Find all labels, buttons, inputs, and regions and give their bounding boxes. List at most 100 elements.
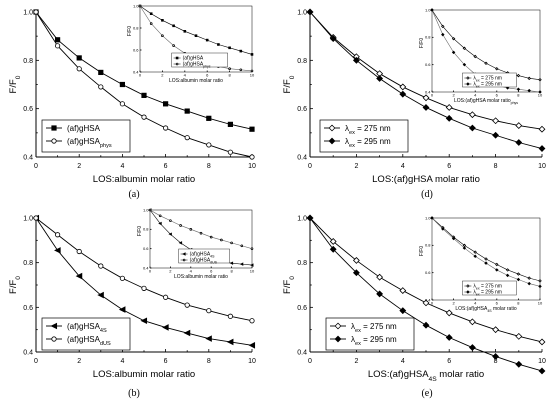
inset-legend-marker <box>466 284 470 288</box>
series-0-point <box>75 272 83 280</box>
series-1-point <box>376 290 384 298</box>
series-1-point <box>76 66 82 72</box>
inset-series-0-point <box>538 77 542 82</box>
inset-x-tick-label: 8 <box>517 301 520 306</box>
legend-swatch-marker <box>328 124 336 132</box>
series-0-point <box>183 329 191 337</box>
inset-series-0-point <box>495 262 499 267</box>
inset-series-0-point <box>538 279 542 283</box>
inset-series-0-point <box>250 263 254 267</box>
inset-series-0-point <box>205 38 209 42</box>
inset-series-0-point <box>172 24 175 28</box>
series-1-point <box>206 308 212 314</box>
inset-y-tick-label: 0.6 <box>425 270 431 275</box>
series-0-point <box>399 83 407 91</box>
inset-x-tick-label: 2 <box>452 93 455 98</box>
legend-entry: λex = 295 nm <box>351 335 397 347</box>
x-tick-label: 2 <box>77 163 81 170</box>
inset-x-tick-label: 4 <box>190 269 193 274</box>
x-tick-label: 10 <box>248 163 256 170</box>
x-axis-title: LOS:albumin molar ratio <box>93 369 195 380</box>
inset-y-tick-label: 0.4 <box>425 89 431 94</box>
legend-entry: (af)gHSAdUS <box>67 335 111 347</box>
inset-y-tick-label: 0.6 <box>143 246 149 251</box>
inset-x-tick-label: 4 <box>184 73 187 78</box>
inset-y-tick-label: 1.0 <box>425 215 431 220</box>
inset-series-1-point <box>473 254 477 259</box>
x-tick-label: 10 <box>538 163 546 170</box>
inset-y-tick-label: 0.8 <box>133 25 139 30</box>
series-1-point <box>399 90 407 98</box>
inset-series-1-point <box>230 241 233 245</box>
series-1-point <box>445 334 453 341</box>
inset-series-0-point <box>239 262 244 266</box>
inset-legend-box <box>462 280 517 296</box>
series-0-point <box>515 332 523 340</box>
panel-label: (a) <box>128 189 139 200</box>
series-1-point <box>445 114 453 122</box>
series-1-point <box>492 131 500 139</box>
series-0-point <box>206 115 212 121</box>
inset-series-0-point <box>484 61 488 66</box>
inset-legend-marker <box>466 76 470 80</box>
x-axis-title: LOS:albumin molar ratio <box>93 174 195 185</box>
inset-x-tick-label: 2 <box>452 301 455 306</box>
series-0-point <box>184 108 190 114</box>
x-tick-label: 4 <box>401 163 405 170</box>
y-tick-label: 1.0 <box>23 10 33 17</box>
chart-panel-d: 0.4 0.6 0.8 1.0 0 2 4 6 8 10 LOS:(af)gHSA molar ra… <box>282 7 546 200</box>
series-1-point <box>249 154 255 160</box>
y-tick-label: 0.6 <box>297 305 307 312</box>
legend-swatch-marker <box>334 335 342 343</box>
series-0-point <box>118 306 126 313</box>
panel-label: (b) <box>128 388 140 399</box>
series-0-point <box>376 273 384 281</box>
inset-x-tick-label: 10 <box>538 301 543 306</box>
inset-legend-entry: (af)gHSAphys <box>183 62 211 69</box>
inset-series-1-point <box>169 219 172 222</box>
series-1-point <box>163 294 169 300</box>
series-1-point <box>163 125 169 131</box>
series-1-point <box>98 263 104 269</box>
y-axis-title: F/F0 <box>8 276 22 294</box>
inset-x-tick-label: 4 <box>474 93 477 98</box>
panel-label: (e) <box>421 388 432 399</box>
inset-x-title: LOS:(af)gHSA molar ratiophys <box>454 98 518 105</box>
inset-y-tick-label: 0.6 <box>425 62 431 67</box>
inset-series-1-point <box>462 246 467 250</box>
inset-series-0-point <box>527 76 531 81</box>
series-1-point <box>306 8 314 16</box>
series-1-point <box>492 353 500 360</box>
panel-label: (d) <box>421 189 433 200</box>
y-tick-label: 0.6 <box>297 106 307 113</box>
inset-legend-marker <box>175 62 179 66</box>
inset-x-tick-label: 10 <box>250 73 255 78</box>
inset-y-tick-label: 0.4 <box>143 265 149 270</box>
series-0-point <box>445 309 453 317</box>
series-0-point <box>492 326 500 334</box>
y-tick-label: 0.8 <box>297 58 307 65</box>
inset-x-tick-label: 0 <box>149 269 152 274</box>
inset-series-0-point <box>505 268 510 272</box>
series-1-point <box>249 318 255 324</box>
inset-series-1-point <box>516 87 521 92</box>
inset-x-tick-label: 6 <box>496 301 499 306</box>
y-tick-label: 0.4 <box>297 155 307 162</box>
series-1-point <box>329 35 337 43</box>
inset-series-1-point <box>148 208 152 212</box>
x-tick-label: 6 <box>164 358 168 365</box>
series-1-point <box>468 124 476 132</box>
legend-swatch-marker <box>328 137 336 145</box>
series-0-point <box>54 247 61 254</box>
series-1-point <box>227 313 233 319</box>
inset-y-tick-label: 0.8 <box>425 35 431 40</box>
legend-entry: λex = 275 nm <box>345 124 391 136</box>
inset-y-tick-label: 0.8 <box>425 243 431 248</box>
inset-series-1-point <box>149 22 153 25</box>
x-tick-label: 6 <box>447 358 451 365</box>
series-1-point <box>206 142 212 148</box>
series-1-point <box>54 232 61 238</box>
inset-x-tick-label: 10 <box>538 93 543 98</box>
inset-x-tick-label: 6 <box>496 93 499 98</box>
